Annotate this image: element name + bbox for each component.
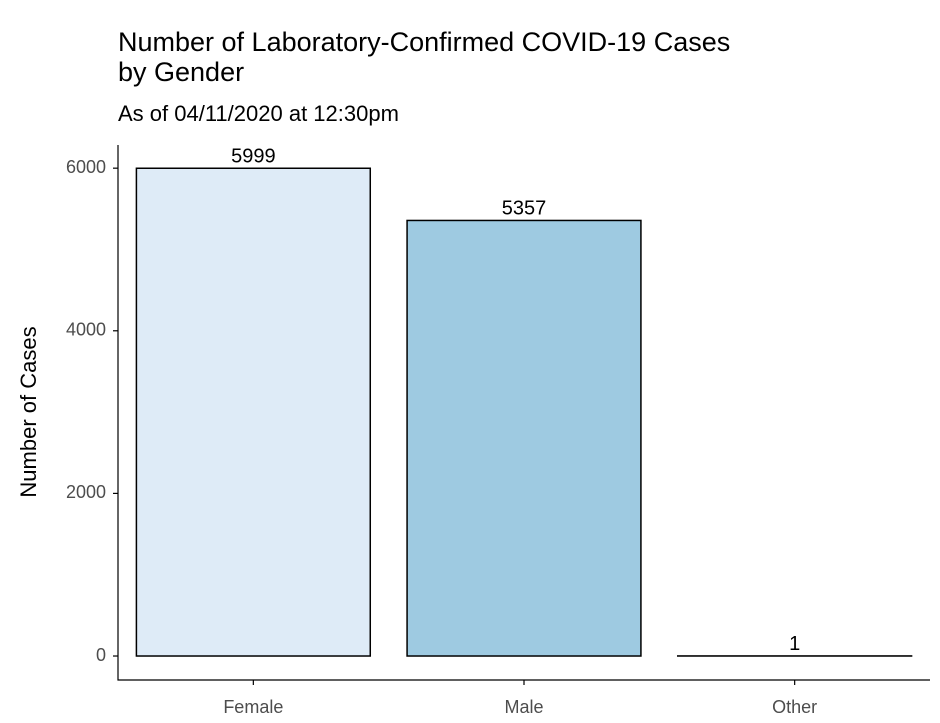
bar bbox=[135, 167, 372, 657]
chart-title: by Gender bbox=[118, 57, 244, 87]
x-tick-label: Male bbox=[504, 697, 543, 717]
chart-title: Number of Laboratory-Confirmed COVID-19 … bbox=[118, 27, 730, 57]
y-axis-label: Number of Cases bbox=[16, 326, 41, 497]
bar bbox=[406, 219, 642, 657]
value-label: 1 bbox=[789, 633, 800, 655]
x-tick-label: Other bbox=[772, 697, 817, 717]
y-tick-label: 4000 bbox=[66, 320, 106, 340]
chart-subtitle: As of 04/11/2020 at 12:30pm bbox=[118, 101, 399, 126]
value-label: 5999 bbox=[231, 146, 276, 168]
value-label: 5357 bbox=[502, 198, 547, 220]
x-tick-label: Female bbox=[223, 697, 283, 717]
y-tick-label: 6000 bbox=[66, 157, 106, 177]
y-tick-label: 2000 bbox=[66, 482, 106, 502]
y-tick-label: 0 bbox=[96, 645, 106, 665]
